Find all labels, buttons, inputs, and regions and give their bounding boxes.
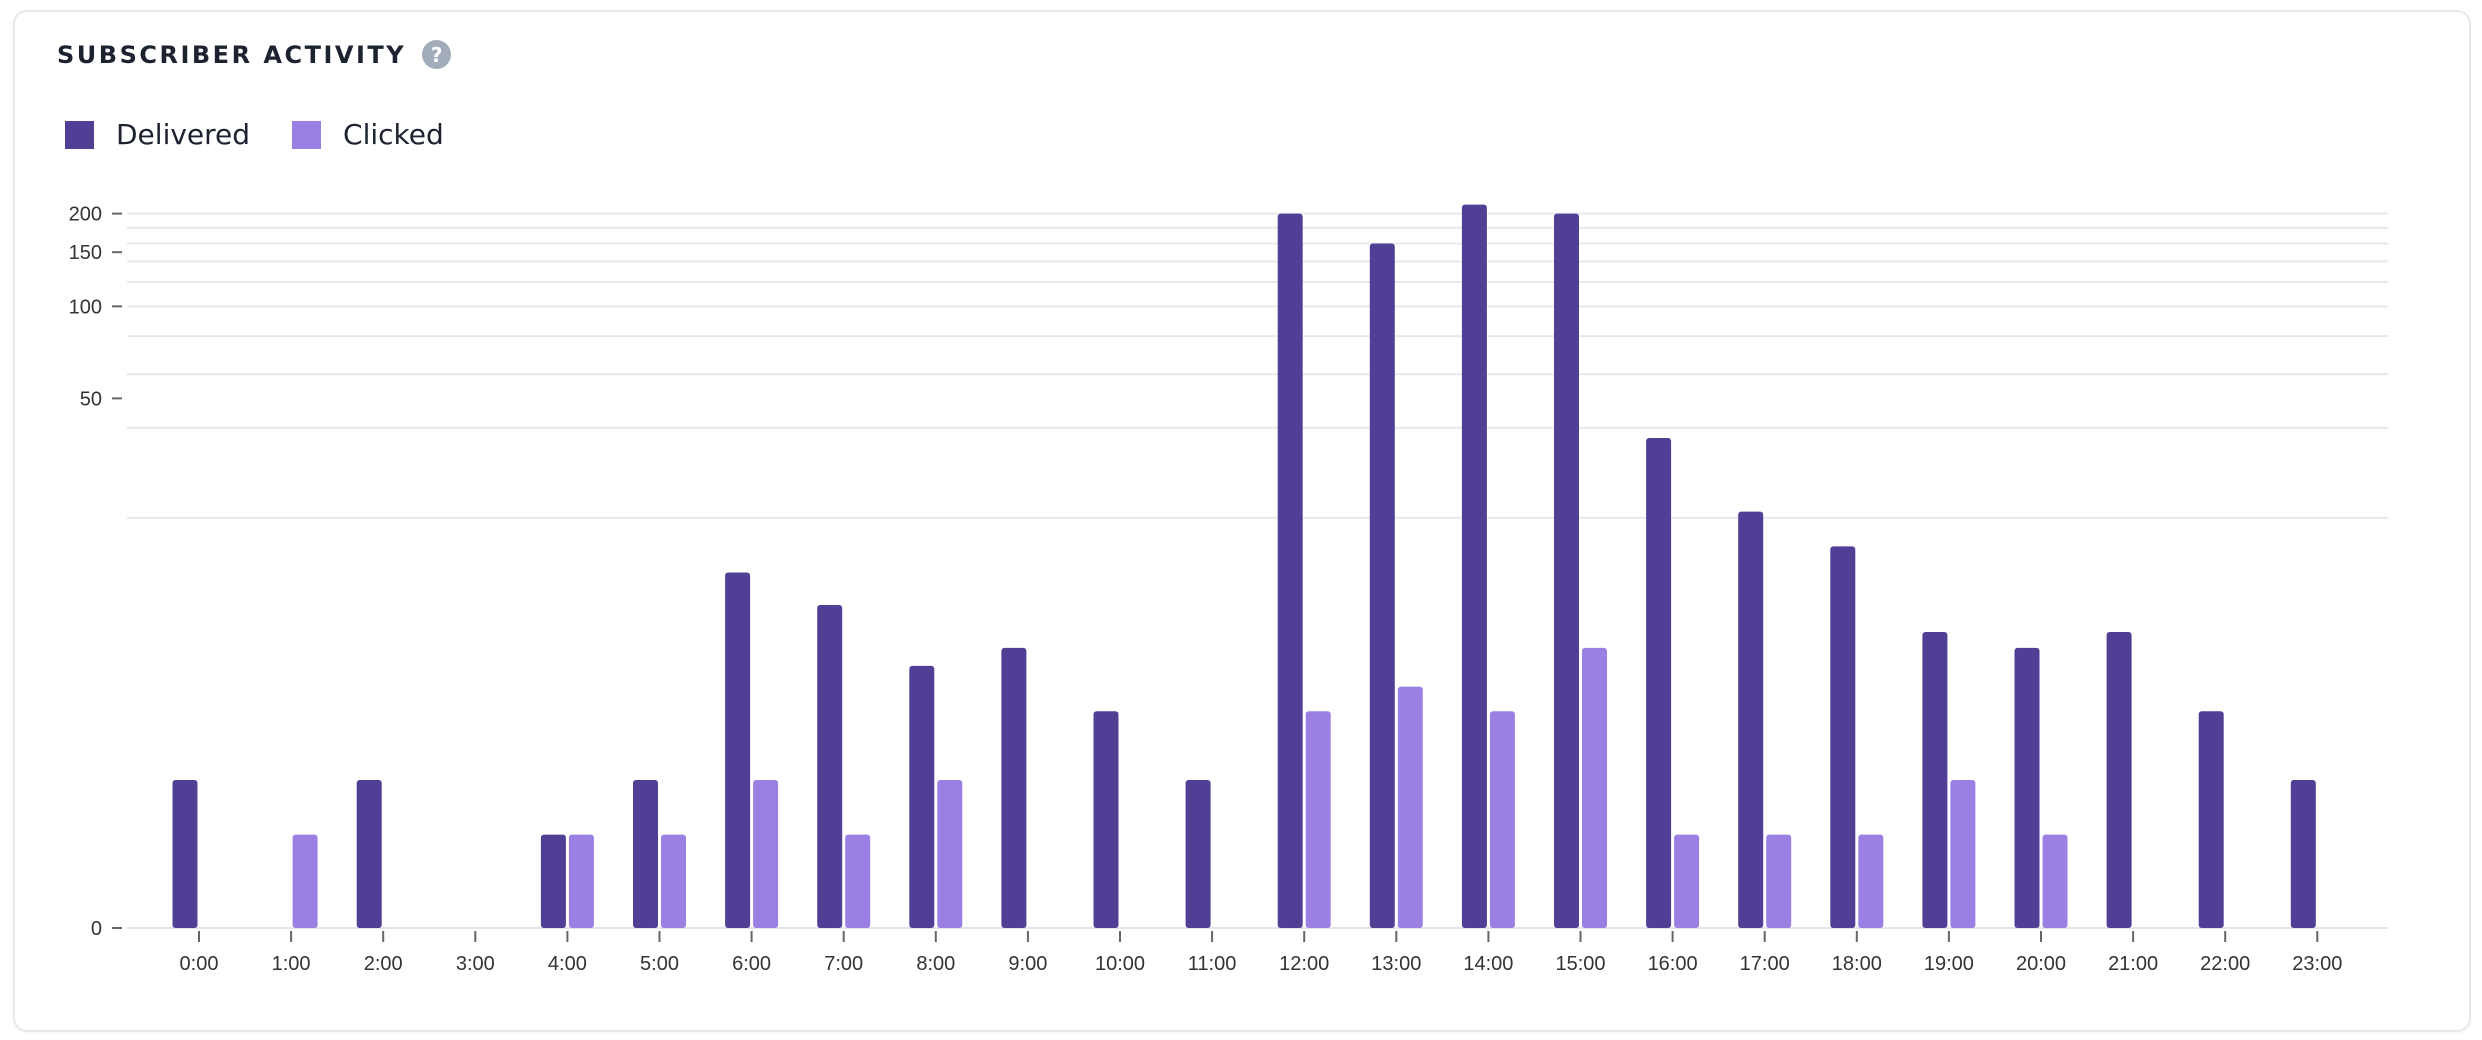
bar-delivered xyxy=(540,834,566,928)
legend-swatch-delivered xyxy=(65,120,94,149)
bar-clicked xyxy=(1305,711,1331,928)
x-tick-label: 3:00 xyxy=(456,953,495,975)
bar-clicked xyxy=(753,780,779,928)
bar-clicked xyxy=(937,780,963,928)
bar-delivered xyxy=(909,665,935,928)
y-tick-label: 50 xyxy=(80,388,102,410)
y-tick-label: 150 xyxy=(69,242,102,264)
bar-delivered xyxy=(1369,243,1395,928)
chart-title: SUBSCRIBER ACTIVITY ? xyxy=(57,40,452,69)
y-tick-label: 100 xyxy=(69,296,102,318)
bar-delivered xyxy=(817,605,843,928)
bar-delivered xyxy=(2106,632,2132,928)
bar-delivered xyxy=(172,780,198,928)
x-tick-label: 0:00 xyxy=(180,953,219,975)
x-tick-label: 5:00 xyxy=(640,953,679,975)
x-tick-label: 17:00 xyxy=(1740,953,1790,975)
legend: Delivered Clicked xyxy=(65,118,486,151)
x-tick-label: 8:00 xyxy=(916,953,955,975)
bar-clicked xyxy=(1489,711,1515,928)
x-tick-label: 20:00 xyxy=(2016,953,2066,975)
bar-clicked xyxy=(1397,686,1423,928)
x-tick-label: 15:00 xyxy=(1555,953,1605,975)
bar-delivered xyxy=(1554,213,1579,928)
x-tick-label: 10:00 xyxy=(1095,953,1145,975)
chart-title-text: SUBSCRIBER ACTIVITY xyxy=(57,40,407,69)
x-tick-label: 2:00 xyxy=(364,953,403,975)
bar-delivered xyxy=(1461,204,1487,928)
x-tick-label: 19:00 xyxy=(1924,953,1974,975)
bar-clicked xyxy=(661,834,686,928)
legend-label-delivered: Delivered xyxy=(116,118,251,151)
bar-clicked xyxy=(1766,834,1792,928)
question-circle-icon[interactable]: ? xyxy=(422,40,452,69)
x-tick-label: 14:00 xyxy=(1463,953,1513,975)
bar-clicked xyxy=(1950,780,1976,928)
bar-delivered xyxy=(1646,438,1672,928)
bar-clicked xyxy=(845,834,871,928)
x-tick-label: 6:00 xyxy=(732,953,771,975)
x-tick-label: 16:00 xyxy=(1648,953,1698,975)
x-tick-label: 9:00 xyxy=(1008,953,1047,975)
y-tick-label: 200 xyxy=(69,204,102,226)
bar-clicked xyxy=(568,834,594,928)
bar-delivered xyxy=(725,572,751,928)
y-tick-label: 0 xyxy=(91,918,102,940)
legend-item-delivered[interactable]: Delivered xyxy=(65,118,250,151)
bar-delivered xyxy=(2290,780,2316,928)
bar-delivered xyxy=(1830,546,1856,928)
bar-delivered xyxy=(1093,711,1119,928)
x-tick-label: 12:00 xyxy=(1279,953,1329,975)
x-tick-label: 4:00 xyxy=(548,953,587,975)
legend-label-clicked: Clicked xyxy=(343,118,444,151)
bar-delivered xyxy=(1001,647,1027,928)
x-tick-label: 7:00 xyxy=(824,953,863,975)
x-tick-label: 22:00 xyxy=(2200,953,2250,975)
bar-delivered xyxy=(1277,213,1303,928)
bar-delivered xyxy=(1185,780,1211,928)
bar-clicked xyxy=(1674,834,1700,928)
bar-clicked xyxy=(292,834,318,928)
legend-item-clicked[interactable]: Clicked xyxy=(292,118,444,151)
bar-clicked xyxy=(1582,647,1607,928)
x-tick-label: 11:00 xyxy=(1188,953,1237,975)
x-tick-label: 1:00 xyxy=(272,953,311,975)
bar-clicked xyxy=(2042,834,2068,928)
bar-delivered xyxy=(356,780,382,928)
x-tick-label: 21:00 xyxy=(2108,953,2158,975)
x-tick-label: 18:00 xyxy=(1832,953,1882,975)
bar-delivered xyxy=(1738,511,1764,928)
bar-clicked xyxy=(1858,834,1884,928)
x-tick-label: 23:00 xyxy=(2292,953,2342,975)
x-tick-label: 13:00 xyxy=(1371,953,1421,975)
bar-delivered xyxy=(633,780,658,928)
bar-delivered xyxy=(1922,632,1948,928)
bar-delivered xyxy=(2014,647,2040,928)
legend-swatch-clicked xyxy=(292,120,322,149)
bar-delivered xyxy=(2198,711,2224,928)
